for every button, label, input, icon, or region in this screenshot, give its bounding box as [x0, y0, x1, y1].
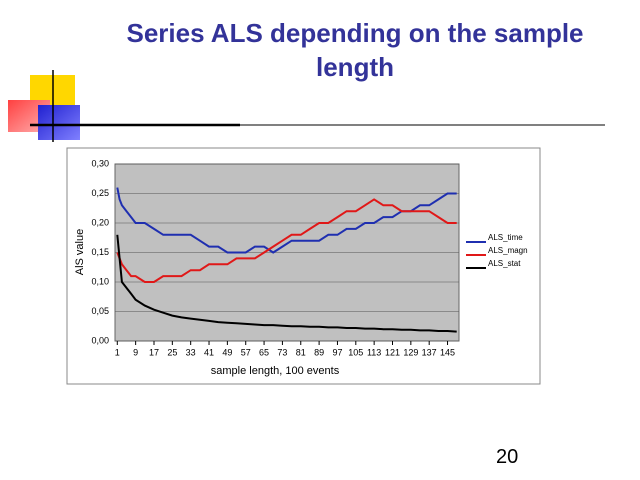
- legend-label: ALS_time: [488, 233, 523, 242]
- x-axis-title: sample length, 100 events: [211, 365, 340, 377]
- y-tick-label: 0,10: [91, 276, 109, 286]
- x-tick-label: 9: [133, 347, 138, 357]
- x-tick-label: 33: [186, 347, 196, 357]
- y-tick-label: 0,15: [91, 247, 109, 257]
- y-axis-title: AlS value: [74, 229, 86, 275]
- y-tick-label: 0,30: [91, 158, 109, 168]
- slide-title: Series ALS depending on the sample lengt…: [126, 18, 584, 82]
- x-tick-label: 49: [222, 347, 232, 357]
- x-tick-label: 41: [204, 347, 214, 357]
- y-tick-label: 0,05: [91, 306, 109, 316]
- y-tick-label: 0,20: [91, 217, 109, 227]
- series-line: [116, 187, 457, 254]
- deco-blue: [38, 105, 80, 140]
- series-line: [116, 198, 457, 283]
- x-tick-label: 17: [149, 347, 159, 357]
- x-tick-label: 89: [314, 347, 324, 357]
- page-number: 20: [496, 446, 519, 468]
- x-tick-label: 113: [367, 347, 381, 357]
- x-tick-label: 137: [422, 347, 437, 357]
- y-tick-label: 0,25: [91, 188, 109, 198]
- x-tick-label: 121: [385, 347, 400, 357]
- x-tick-label: 57: [241, 347, 251, 357]
- x-tick-label: 129: [403, 347, 418, 357]
- legend-label: ALS_magn: [488, 246, 528, 255]
- x-tick-label: 105: [348, 347, 363, 357]
- x-tick-label: 65: [259, 347, 269, 357]
- x-tick-label: 1: [115, 347, 120, 357]
- x-tick-label: 25: [167, 347, 177, 357]
- x-tick-label: 145: [440, 347, 455, 357]
- x-tick-label: 73: [277, 347, 287, 357]
- legend-label: ALS_stat: [488, 259, 521, 268]
- y-tick-label: 0,00: [91, 335, 109, 345]
- series-line: [116, 234, 457, 333]
- x-tick-label: 81: [296, 347, 306, 357]
- x-tick-label: 97: [332, 347, 342, 357]
